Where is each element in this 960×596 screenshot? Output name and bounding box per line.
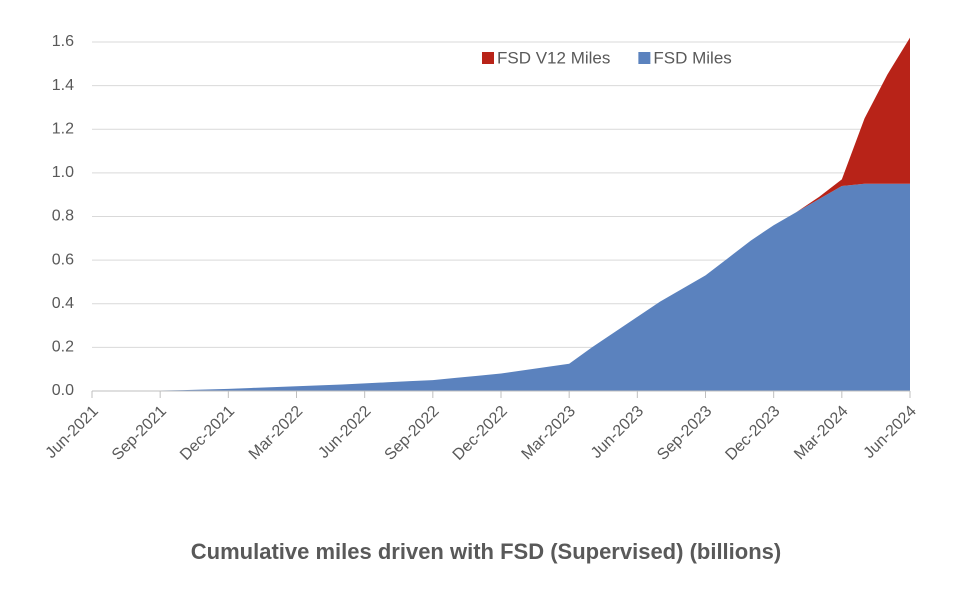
y-tick-label: 0.6 (52, 251, 74, 268)
x-tick-label: Mar-2024 (791, 403, 852, 464)
legend-swatch (638, 52, 651, 64)
x-tick-label: Sep-2023 (654, 403, 715, 464)
x-tick-label: Dec-2022 (450, 403, 511, 464)
x-tick-label: Dec-2023 (722, 403, 783, 464)
y-tick-label: 0.2 (52, 339, 74, 356)
legend-label: FSD Miles (653, 48, 731, 67)
x-tick-label: Mar-2023 (519, 403, 580, 464)
x-tick-label: Jun-2023 (588, 403, 647, 462)
y-tick-label: 1.6 (52, 33, 74, 50)
y-tick-label: 1.2 (52, 120, 74, 137)
y-tick-label: 0.4 (52, 295, 74, 312)
x-tick-label: Jun-2024 (861, 403, 920, 462)
y-tick-label: 0.8 (52, 208, 74, 225)
legend-label: FSD V12 Miles (497, 48, 610, 67)
area (92, 183, 910, 391)
y-tick-label: 1.0 (52, 164, 74, 181)
legend-swatch (482, 52, 494, 64)
x-tick-label: Jun-2022 (315, 403, 374, 462)
x-tick-label: Mar-2022 (246, 403, 307, 464)
chart-title: Cumulative miles driven with FSD (Superv… (191, 539, 781, 564)
x-tick-label: Sep-2022 (382, 403, 443, 464)
y-tick-label: 1.4 (52, 77, 74, 94)
x-tick-label: Dec-2021 (177, 403, 238, 464)
x-tick-label: Jun-2021 (43, 403, 102, 462)
y-tick-label: 0.0 (52, 382, 74, 399)
x-tick-label: Sep-2021 (109, 403, 170, 464)
